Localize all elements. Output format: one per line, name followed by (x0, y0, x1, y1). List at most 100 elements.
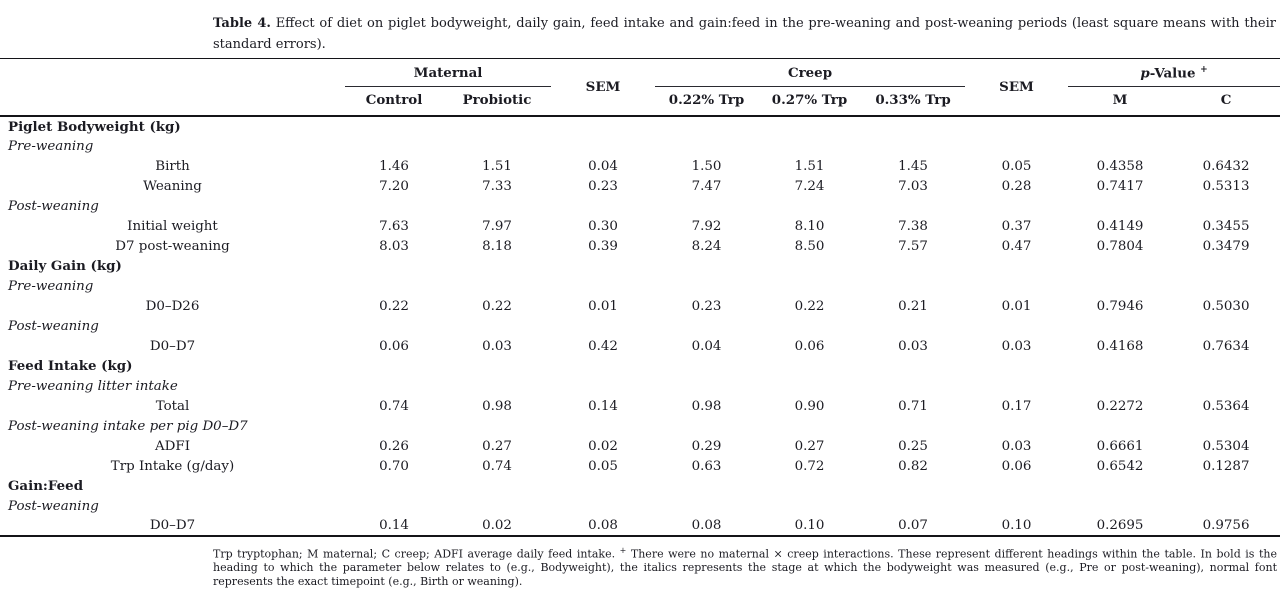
value-cell: 0.03 (1001, 438, 1032, 454)
header-sub-row: Control Probiotic 0.22% Trp 0.27% Trp 0.… (0, 87, 1280, 117)
value-cell: 7.47 (691, 178, 722, 194)
stage-label: Post-weaning (8, 318, 99, 334)
value-cell: 0.4168 (1096, 338, 1144, 354)
value-cell: 0.26 (379, 438, 409, 454)
value-cell: 0.70 (379, 458, 409, 474)
value-cell: 0.22 (482, 298, 512, 314)
value-cell: 0.07 (898, 518, 928, 534)
value-cell: 0.7804 (1096, 238, 1144, 254)
row-label: Total (155, 398, 190, 414)
value-cell: 0.27 (482, 438, 512, 454)
row-label: Trp Intake (g/day) (110, 458, 235, 474)
value-cell: 0.42 (588, 338, 618, 354)
value-cell: 7.63 (379, 218, 409, 234)
stage-label: Pre-weaning (8, 278, 94, 294)
value-cell: 0.14 (588, 398, 618, 414)
footnote-superscript: + (619, 546, 627, 556)
col-header-033-trp: 0.33% Trp (875, 92, 951, 109)
value-cell: 7.03 (898, 178, 928, 194)
value-cell: 0.72 (794, 458, 825, 474)
table-row-stage: Post-weaning intake per pig D0–D7 (0, 416, 1280, 436)
value-cell: 0.63 (691, 458, 722, 474)
value-cell: 0.2695 (1096, 518, 1144, 534)
value-cell: 1.50 (691, 158, 722, 174)
value-cell: 0.47 (1001, 238, 1032, 254)
col-group-creep: Creep (655, 58, 966, 88)
col-group-maternal: Maternal (345, 58, 552, 88)
value-cell: 0.05 (588, 458, 618, 474)
stage-label: Pre-weaning litter intake (8, 378, 178, 394)
value-cell: 0.98 (691, 398, 722, 414)
table-row: Birth 1.46 1.51 0.04 1.50 1.51 1.45 0.05 0.4358 0… (0, 156, 1280, 176)
table-row-stage: Post-weaning (0, 196, 1280, 216)
value-cell: 0.9756 (1202, 518, 1250, 534)
row-label: Initial weight (127, 218, 218, 234)
value-cell: 0.74 (379, 398, 409, 414)
row-label: D0–D7 (149, 338, 196, 354)
value-cell: 0.17 (1001, 398, 1032, 414)
table-row-stage: Post-weaning (0, 496, 1280, 516)
value-cell: 0.30 (588, 218, 618, 234)
pvalue-rest: -Value (1149, 65, 1201, 82)
value-cell: 0.7417 (1096, 178, 1144, 194)
value-cell: 7.38 (898, 218, 928, 234)
row-label: D7 post-weaning (115, 238, 230, 254)
row-label: Weaning (143, 178, 202, 194)
results-table: Maternal SEM Creep SEM p-Value + Control… (0, 58, 1280, 538)
col-header-control: Control (365, 92, 423, 109)
table-row-section: Piglet Bodyweight (kg) (0, 116, 1280, 136)
section-label: Gain:Feed (8, 478, 84, 495)
value-cell: 8.24 (691, 238, 722, 254)
header-group-row: Maternal SEM Creep SEM p-Value + (0, 58, 1280, 95)
stage-label: Post-weaning intake per pig D0–D7 (8, 418, 248, 434)
table-body: Piglet Bodyweight (kg) Pre-weaning Birth 1.… (0, 116, 1280, 536)
value-cell: 1.45 (898, 158, 928, 174)
table-caption: Table 4. Effect of diet on piglet bodywe… (213, 13, 1276, 58)
value-cell: 0.10 (794, 518, 825, 534)
table-row: ADFI 0.26 0.27 0.02 0.29 0.27 0.25 0.03 0.6661 0.… (0, 436, 1280, 456)
header-spacer-cell (0, 59, 345, 117)
value-cell: 0.05 (1001, 158, 1032, 174)
table-row: D0–D7 0.14 0.02 0.08 0.08 0.10 0.07 0.10 0.2695 0… (0, 516, 1280, 536)
value-cell: 0.6432 (1202, 158, 1250, 174)
value-cell: 8.03 (379, 238, 409, 254)
table-footnote: Trp tryptophan; M maternal; C creep; ADF… (213, 546, 1277, 587)
col-header-probiotic: Probiotic (462, 92, 532, 109)
pvalue-superscript: + (1200, 65, 1208, 75)
value-cell: 7.97 (482, 218, 512, 234)
value-cell: 0.25 (898, 438, 928, 454)
value-cell: 0.2272 (1096, 398, 1144, 414)
value-cell: 0.01 (588, 298, 618, 314)
value-cell: 8.10 (794, 218, 825, 234)
table-row: Weaning 7.20 7.33 0.23 7.47 7.24 7.03 0.28 0.741… (0, 176, 1280, 196)
table-row-stage: Pre-weaning (0, 276, 1280, 296)
col-header-027-trp: 0.27% Trp (771, 92, 848, 109)
value-cell: 1.46 (379, 158, 409, 174)
value-cell: 1.51 (794, 158, 825, 174)
value-cell: 7.33 (482, 178, 512, 194)
value-cell: 0.3479 (1202, 238, 1250, 254)
row-label: D0–D7 (149, 518, 196, 534)
table-row-section: Daily Gain (kg) (0, 256, 1280, 276)
row-label: Birth (155, 158, 190, 174)
caption-text: Effect of diet on piglet bodyweight, dai… (213, 16, 1276, 53)
value-cell: 8.18 (482, 238, 512, 254)
value-cell: 0.5364 (1202, 398, 1250, 414)
table-header: Maternal SEM Creep SEM p-Value + Control… (0, 58, 1280, 117)
caption-label: Table 4. (213, 16, 271, 31)
row-label: ADFI (155, 438, 190, 454)
value-cell: 7.57 (898, 238, 928, 254)
value-cell: 0.82 (898, 458, 928, 474)
value-cell: 1.51 (482, 158, 512, 174)
value-cell: 0.39 (588, 238, 618, 254)
table-row: Initial weight 7.63 7.97 0.30 7.92 8.10 7.38 0.… (0, 216, 1280, 236)
stage-label: Pre-weaning (8, 138, 94, 154)
value-cell: 0.04 (588, 158, 618, 174)
value-cell: 0.5030 (1202, 298, 1250, 314)
value-cell: 0.1287 (1202, 458, 1250, 474)
table-row: Trp Intake (g/day) 0.70 0.74 0.05 0.63 0.72 0.… (0, 456, 1280, 476)
value-cell: 0.28 (1001, 178, 1032, 194)
value-cell: 0.08 (691, 518, 722, 534)
value-cell: 0.14 (379, 518, 409, 534)
value-cell: 0.02 (588, 438, 618, 454)
